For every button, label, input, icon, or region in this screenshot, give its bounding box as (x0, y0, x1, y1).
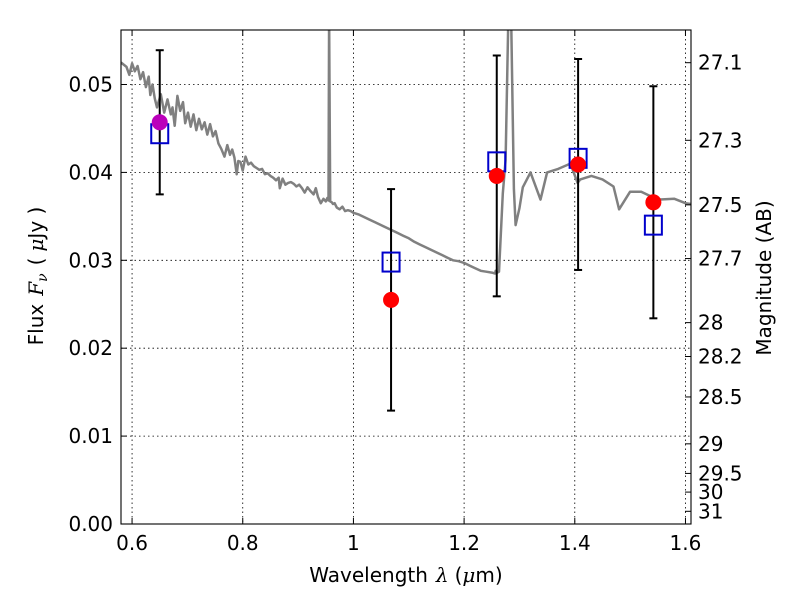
y-tick-label: 0.01 (68, 424, 113, 448)
mag-tick-label: 27.3 (698, 128, 743, 152)
y-tick-label: 0.02 (68, 336, 113, 360)
y-tick-label: 0.03 (68, 248, 113, 272)
observed-point (488, 167, 505, 184)
plot-area (121, 30, 691, 412)
y-axis-right-label: Magnitude (AB) (752, 200, 776, 355)
model-band-point (381, 251, 401, 273)
x-tick-label: 1.6 (670, 531, 702, 555)
mag-tick-label: 27.7 (698, 247, 743, 271)
x-tick-label: 0.8 (227, 531, 259, 555)
mag-tick-label: 27.1 (698, 51, 743, 75)
observed-point (645, 194, 662, 211)
axes: 0.6 0.8 1 1.2 1.4 1.6 0.00 0.01 0.02 0.03 0.04 0.05… (68, 30, 743, 555)
mag-tick-label: 30 (698, 480, 723, 504)
x-tick-label: 1.2 (448, 531, 480, 555)
model-sed-line (121, 30, 691, 275)
mag-tick-label: 29 (698, 432, 723, 456)
model-band-point (643, 214, 663, 236)
y-tick-label: 0.04 (68, 160, 113, 184)
observed-point (570, 156, 587, 173)
y-tick-label: 0.00 (68, 512, 113, 536)
y-axis-label: FluxFν(μJy ) (24, 207, 51, 346)
mag-tick-label: 27.5 (698, 193, 743, 217)
y-tick-label: 0.05 (68, 72, 113, 96)
observed-point (383, 291, 400, 308)
mag-tick-label: 29.5 (698, 461, 743, 485)
mag-tick-label: 28.5 (698, 385, 743, 409)
plot-frame (120, 29, 692, 525)
mag-tick-label: 28 (698, 311, 723, 335)
mag-tick-label: 28.2 (698, 345, 743, 369)
x-axis-label: Wavelength λ (μm) (309, 563, 502, 587)
x-tick-label: 0.6 (116, 531, 148, 555)
x-tick-label: 1.4 (559, 531, 591, 555)
x-tick-label: 1 (347, 531, 360, 555)
observed-highlight-point (151, 114, 168, 131)
mag-tick-label: 31 (698, 499, 723, 523)
